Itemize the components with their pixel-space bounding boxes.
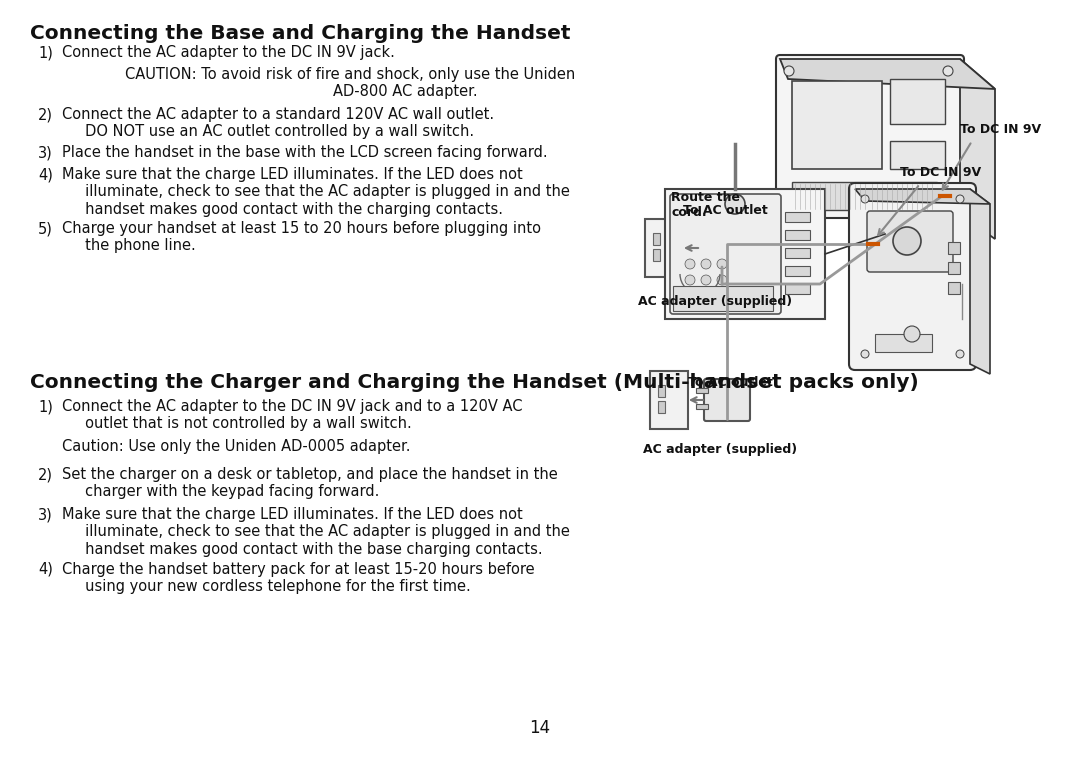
Bar <box>948 262 960 274</box>
Bar <box>691 252 703 257</box>
Bar <box>895 186 915 206</box>
Bar <box>658 385 665 397</box>
Bar <box>665 189 825 319</box>
Text: AC adapter (supplied): AC adapter (supplied) <box>638 295 792 308</box>
Circle shape <box>701 275 711 285</box>
Circle shape <box>685 275 696 285</box>
Text: 1): 1) <box>38 399 53 414</box>
Polygon shape <box>855 189 990 204</box>
Circle shape <box>784 197 794 207</box>
Bar <box>785 284 810 294</box>
FancyBboxPatch shape <box>704 379 750 421</box>
Bar <box>673 286 773 311</box>
Text: Charge your handset at least 15 to 20 hours before plugging into
     the phone : Charge your handset at least 15 to 20 ho… <box>62 221 541 254</box>
Bar <box>658 401 665 413</box>
FancyBboxPatch shape <box>777 55 964 218</box>
Text: 1): 1) <box>38 45 53 60</box>
Text: AC adapter (supplied): AC adapter (supplied) <box>643 443 797 456</box>
Bar <box>785 212 810 222</box>
Text: CAUTION: To avoid risk of fire and shock, only use the Uniden
                  : CAUTION: To avoid risk of fire and shock… <box>125 67 576 99</box>
Bar <box>875 334 932 352</box>
Bar <box>785 248 810 258</box>
Polygon shape <box>780 59 995 89</box>
FancyBboxPatch shape <box>867 211 953 272</box>
Circle shape <box>784 66 794 76</box>
FancyBboxPatch shape <box>849 183 976 370</box>
Bar <box>785 266 810 276</box>
Bar <box>696 388 708 393</box>
Circle shape <box>943 66 953 76</box>
Bar <box>653 249 660 261</box>
Text: Connecting the Charger and Charging the Handset (Multi-handset packs only): Connecting the Charger and Charging the … <box>30 373 919 392</box>
Circle shape <box>861 350 869 358</box>
Circle shape <box>685 259 696 269</box>
Circle shape <box>904 326 920 342</box>
Text: Charge the handset battery pack for at least 15-20 hours before
     using your : Charge the handset battery pack for at l… <box>62 562 535 594</box>
Text: Connecting the Base and Charging the Handset: Connecting the Base and Charging the Han… <box>30 24 570 43</box>
Circle shape <box>717 291 727 301</box>
Bar <box>785 230 810 240</box>
Circle shape <box>956 350 964 358</box>
Bar <box>650 371 688 429</box>
Bar <box>792 182 937 210</box>
Bar <box>920 192 942 206</box>
Text: Connect the AC adapter to a standard 120V AC wall outlet.
     DO NOT use an AC : Connect the AC adapter to a standard 120… <box>62 107 495 140</box>
Text: 2): 2) <box>38 467 53 482</box>
Text: 4): 4) <box>38 562 53 577</box>
Text: To AC outlet: To AC outlet <box>683 204 768 217</box>
Text: Make sure that the charge LED illuminates. If the LED does not
     illuminate, : Make sure that the charge LED illuminate… <box>62 167 570 217</box>
Bar <box>948 282 960 294</box>
Circle shape <box>861 195 869 203</box>
Bar <box>788 212 808 224</box>
Text: Place the handset in the base with the LCD screen facing forward.: Place the handset in the base with the L… <box>62 145 548 160</box>
FancyBboxPatch shape <box>670 194 781 314</box>
Text: Connect the AC adapter to the DC IN 9V jack.: Connect the AC adapter to the DC IN 9V j… <box>62 45 395 60</box>
Bar <box>696 404 708 409</box>
Circle shape <box>956 195 964 203</box>
Circle shape <box>701 291 711 301</box>
Bar <box>890 141 945 169</box>
Text: Route the
cord.: Route the cord. <box>671 191 740 219</box>
Circle shape <box>943 197 953 207</box>
Text: Set the charger on a desk or tabletop, and place the handset in the
     charger: Set the charger on a desk or tabletop, a… <box>62 467 557 499</box>
Text: 4): 4) <box>38 167 53 182</box>
FancyBboxPatch shape <box>699 227 745 269</box>
Text: To AC outlet: To AC outlet <box>688 376 773 389</box>
Text: To DC IN 9V: To DC IN 9V <box>900 166 981 179</box>
Text: 3): 3) <box>38 507 53 522</box>
Circle shape <box>717 259 727 269</box>
Text: To DC IN 9V: To DC IN 9V <box>960 123 1041 136</box>
Text: 2): 2) <box>38 107 53 122</box>
Text: Connect the AC adapter to the DC IN 9V jack and to a 120V AC
     outlet that is: Connect the AC adapter to the DC IN 9V j… <box>62 399 523 431</box>
Circle shape <box>875 189 889 203</box>
Text: Make sure that the charge LED illuminates. If the LED does not
     illuminate, : Make sure that the charge LED illuminate… <box>62 507 570 557</box>
Bar <box>948 242 960 254</box>
Bar <box>653 233 660 245</box>
Circle shape <box>893 227 921 255</box>
Text: Caution: Use only the Uniden AD-0005 adapter.: Caution: Use only the Uniden AD-0005 ada… <box>62 439 410 454</box>
Circle shape <box>717 275 727 285</box>
Bar <box>872 186 892 206</box>
Circle shape <box>685 291 696 301</box>
Polygon shape <box>960 59 995 239</box>
Bar <box>691 236 703 241</box>
Polygon shape <box>970 189 990 374</box>
Bar <box>645 219 683 277</box>
Circle shape <box>900 191 910 201</box>
Circle shape <box>701 259 711 269</box>
Bar <box>792 81 882 169</box>
Text: 5): 5) <box>38 221 53 236</box>
Text: 3): 3) <box>38 145 53 160</box>
Bar <box>890 79 945 124</box>
Circle shape <box>725 194 745 214</box>
Text: 14: 14 <box>529 719 551 737</box>
